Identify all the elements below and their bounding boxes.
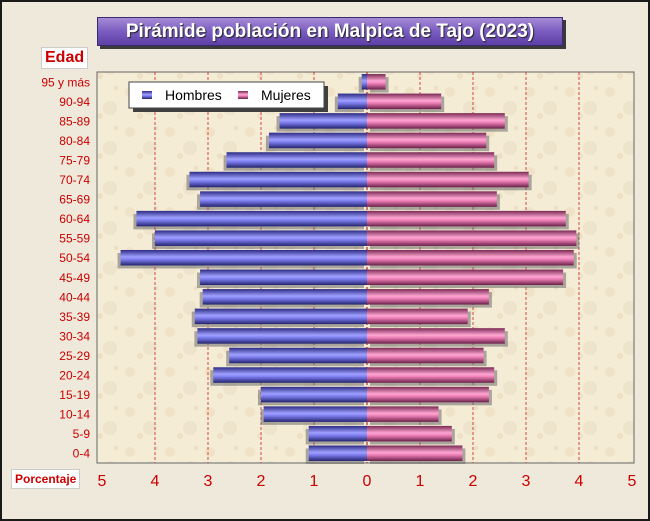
bar-hombres (189, 171, 367, 188)
bar-hombres (308, 425, 367, 442)
bar-mujeres (367, 93, 442, 110)
bar-mujeres (367, 308, 468, 325)
category-label: 95 y más (41, 75, 90, 89)
category-label: 20-24 (59, 369, 90, 383)
bar-hombres (213, 367, 367, 383)
category-label: 80-84 (59, 134, 90, 148)
bar-shadow (358, 77, 364, 93)
category-label: 10-14 (59, 408, 90, 422)
bar-mujeres (367, 191, 497, 207)
bar-mujeres (367, 230, 577, 246)
category-label: 25-29 (59, 349, 90, 363)
category-label: 15-19 (59, 388, 90, 402)
category-label: 50-54 (59, 251, 90, 265)
category-label: 35-39 (59, 310, 90, 324)
category-label: 30-34 (59, 329, 90, 343)
bar-hombres (279, 113, 367, 129)
legend-label-mujeres: Mujeres (261, 87, 311, 103)
bar-mujeres (367, 328, 505, 344)
bar-hombres (361, 74, 367, 90)
legend-swatch-hombres (142, 91, 152, 99)
bar-mujeres (367, 406, 439, 422)
category-label: 70-74 (59, 173, 90, 187)
bar-mujeres (367, 386, 489, 403)
bar-hombres (226, 152, 367, 168)
category-label: 5-9 (73, 427, 91, 441)
bar-hombres (197, 328, 367, 344)
category-label: 55-59 (59, 232, 90, 246)
category-label: 0-4 (73, 447, 91, 461)
x-tick-label: 3 (522, 473, 531, 490)
bar-hombres (268, 132, 367, 149)
chart-title: Pirámide población en Malpica de Tajo (2… (97, 17, 563, 46)
bar-mujeres (367, 210, 566, 227)
legend-label-hombres: Hombres (165, 87, 222, 103)
bar-hombres (263, 406, 367, 422)
x-tick-label: 3 (204, 473, 213, 490)
bar-hombres (202, 289, 367, 305)
category-label: 75-79 (59, 153, 90, 167)
bar-mujeres (367, 445, 463, 461)
category-label: 60-64 (59, 212, 90, 226)
bar-hombres (337, 93, 367, 110)
x-tick-label: 1 (416, 473, 425, 490)
bar-mujeres (367, 132, 487, 149)
bar-mujeres (367, 249, 574, 266)
y-axis-title: Edad (41, 47, 89, 69)
bar-mujeres (367, 74, 386, 90)
x-tick-label: 5 (98, 473, 107, 490)
bar-mujeres (367, 269, 564, 286)
bar-hombres (155, 230, 367, 246)
legend-swatch-mujeres (238, 91, 248, 99)
x-tick-label: 0 (363, 473, 372, 490)
bar-hombres (308, 445, 367, 461)
category-label: 90-94 (59, 95, 90, 109)
bar-mujeres (367, 113, 505, 129)
category-label: 40-44 (59, 290, 90, 304)
category-label: 45-49 (59, 271, 90, 285)
bar-hombres (200, 191, 367, 207)
x-tick-label: 2 (257, 473, 266, 490)
x-tick-label: 1 (310, 473, 319, 490)
bar-hombres (194, 308, 367, 325)
bar-mujeres (367, 425, 452, 442)
x-axis-title: Porcentaje (11, 469, 81, 489)
bar-mujeres (367, 289, 489, 305)
legend-box (128, 81, 325, 109)
bar-hombres (120, 249, 367, 266)
bar-mujeres (367, 367, 495, 383)
bar-mujeres (367, 152, 495, 168)
bar-hombres (229, 347, 367, 364)
category-label: 65-69 (59, 193, 90, 207)
x-tick-label: 4 (151, 473, 160, 490)
bar-hombres (261, 386, 367, 403)
x-tick-label: 4 (575, 473, 584, 490)
bar-mujeres (367, 171, 529, 188)
bar-hombres (136, 210, 367, 227)
bar-mujeres (367, 347, 484, 364)
x-tick-label: 5 (628, 473, 637, 490)
category-label: 85-89 (59, 114, 90, 128)
x-tick-label: 2 (469, 473, 478, 490)
bar-hombres (200, 269, 367, 286)
